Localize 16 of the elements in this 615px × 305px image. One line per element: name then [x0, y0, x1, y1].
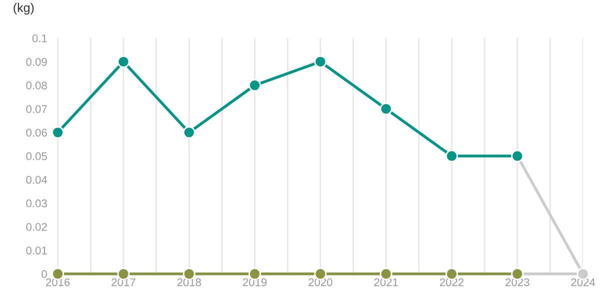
y-tick-label: 0.02 — [26, 223, 47, 231]
x-tick-label: 2018 — [177, 278, 201, 286]
y-tick-label: 0.08 — [26, 82, 47, 90]
y-tick-label: 0.07 — [26, 105, 47, 113]
y-axis-title: (kg) — [14, 2, 34, 15]
x-tick-label: 2016 — [46, 278, 70, 286]
x-tick-label: 2017 — [112, 278, 136, 286]
y-tick-label: 0.09 — [26, 58, 47, 66]
y-tick-label: 0.03 — [26, 199, 47, 208]
y-tick-label: 0.1 — [32, 34, 47, 42]
y-tick-label: 0.04 — [26, 176, 48, 184]
y-tick-label: 0 — [42, 270, 47, 278]
x-tick-label: 2019 — [242, 278, 267, 286]
y-tick-label: 0.06 — [26, 128, 47, 137]
y-tick-label: 0.01 — [26, 246, 47, 254]
y-tick-label: 0.05 — [26, 152, 47, 160]
